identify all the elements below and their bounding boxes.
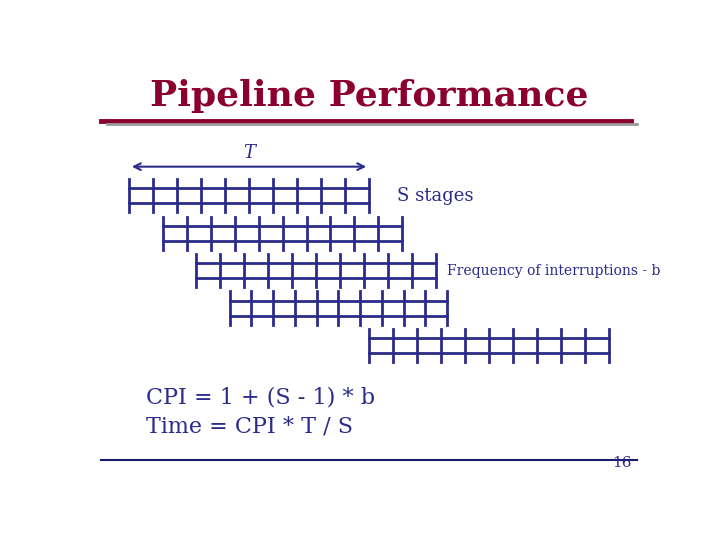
Text: Time = CPI * T / S: Time = CPI * T / S (145, 416, 353, 437)
Text: 16: 16 (612, 456, 631, 470)
Text: CPI = 1 + (S - 1) * b: CPI = 1 + (S - 1) * b (145, 387, 375, 408)
Text: Pipeline Performance: Pipeline Performance (150, 79, 588, 113)
Text: S stages: S stages (397, 187, 474, 205)
Text: Frequency of interruptions - b: Frequency of interruptions - b (447, 264, 660, 278)
Text: T: T (243, 144, 255, 161)
